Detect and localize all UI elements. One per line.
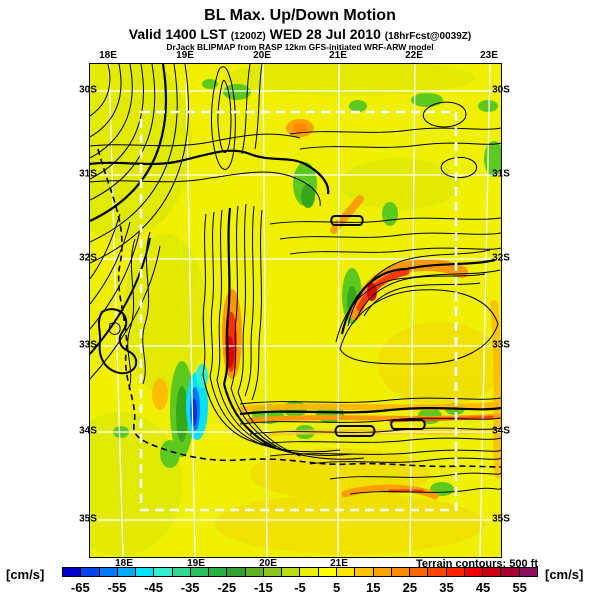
lon-label-top-22E: 22E bbox=[405, 50, 423, 61]
colorbar-cell-2 bbox=[98, 568, 117, 576]
colorbar-tick--35: -35 bbox=[180, 580, 200, 595]
colorbar-cell-5 bbox=[153, 568, 172, 576]
colorbar-cell-1 bbox=[80, 568, 99, 576]
lon-label-top-20E: 20E bbox=[253, 50, 271, 61]
colorbar-unit-left: [cm/s] bbox=[6, 567, 45, 582]
colorbar-unit-right: [cm/s] bbox=[545, 567, 584, 582]
model-domain-box bbox=[139, 110, 458, 512]
lat-label-left-33S: 33S bbox=[79, 339, 97, 351]
lat-label-right-30S: 30S bbox=[492, 84, 510, 96]
valid-zulu: (1200Z) bbox=[230, 31, 266, 42]
lat-label-left-31S: 31S bbox=[79, 168, 97, 180]
colorbar-cell-10 bbox=[244, 568, 263, 576]
map-canvas bbox=[90, 64, 501, 557]
colorbar-cell-14 bbox=[317, 568, 336, 576]
colorbar-cell-16 bbox=[354, 568, 373, 576]
colorbar-tick--15: -15 bbox=[253, 580, 273, 595]
colorbar-cell-9 bbox=[226, 568, 245, 576]
colorbar-tick-5: 5 bbox=[332, 580, 341, 595]
lon-label-top-23E: 23E bbox=[480, 50, 498, 61]
colorbar-cell-18 bbox=[390, 568, 410, 576]
colorbar-cell-11 bbox=[262, 568, 282, 576]
colorbar-cell-15 bbox=[335, 568, 355, 576]
forecast-info: (18hrFcst@0039Z) bbox=[384, 31, 472, 42]
colorbar-cell-22 bbox=[463, 568, 483, 576]
lat-label-right-33S: 33S bbox=[492, 339, 510, 351]
lon-label-bottom-18E: 18E bbox=[115, 558, 133, 569]
lon-label-top-19E: 19E bbox=[176, 50, 194, 61]
colorbar-cell-13 bbox=[299, 568, 318, 576]
colorbar-cell-3 bbox=[116, 568, 136, 576]
lat-label-right-35S: 35S bbox=[492, 513, 510, 525]
colorbar-cell-25 bbox=[518, 568, 537, 576]
colorbar-tick--25: -25 bbox=[217, 580, 237, 595]
forecast-map[interactable] bbox=[89, 63, 502, 558]
lon-label-top-18E: 18E bbox=[99, 50, 117, 61]
colorbar-tick--5: -5 bbox=[294, 580, 306, 595]
colorbar-cell-12 bbox=[281, 568, 300, 576]
colorbar bbox=[62, 567, 538, 577]
lat-label-right-34S: 34S bbox=[492, 425, 510, 437]
colorbar-cell-23 bbox=[482, 568, 501, 576]
colorbar-tick-45: 45 bbox=[475, 580, 491, 595]
colorbar-cell-20 bbox=[427, 568, 446, 576]
colorbar-cell-6 bbox=[171, 568, 190, 576]
colorbar-tick-25: 25 bbox=[402, 580, 418, 595]
model-attribution: DrJack BLIPMAP from RASP 12km GFS-initia… bbox=[166, 42, 434, 52]
colorbar-tick-35: 35 bbox=[439, 580, 454, 595]
page-title: BL Max. Up/Down Motion bbox=[204, 7, 396, 24]
lat-label-right-32S: 32S bbox=[492, 252, 510, 264]
lat-label-left-30S: 30S bbox=[79, 84, 97, 96]
colorbar-tick-55: 55 bbox=[512, 580, 527, 595]
colorbar-cell-4 bbox=[135, 568, 154, 576]
lat-label-right-31S: 31S bbox=[492, 168, 510, 180]
colorbar-cell-17 bbox=[372, 568, 391, 576]
colorbar-tick--65: -65 bbox=[70, 580, 90, 595]
colorbar-cell-8 bbox=[208, 568, 227, 576]
colorbar-cell-24 bbox=[500, 568, 519, 576]
colorbar-tick-15: 15 bbox=[365, 580, 381, 595]
terrain-contours bbox=[90, 64, 501, 495]
colorbar-cell-19 bbox=[409, 568, 428, 576]
lat-label-left-32S: 32S bbox=[79, 252, 97, 264]
lon-label-top-21E: 21E bbox=[329, 50, 347, 61]
colorbar-cell-7 bbox=[189, 568, 209, 576]
lon-label-bottom-20E: 20E bbox=[259, 558, 277, 569]
colorbar-cell-0 bbox=[63, 568, 81, 576]
colorbar-cell-21 bbox=[445, 568, 464, 576]
colorbar-tick--45: -45 bbox=[144, 580, 163, 595]
lon-label-bottom-19E: 19E bbox=[187, 558, 205, 569]
lat-label-left-35S: 35S bbox=[79, 513, 97, 525]
valid-date: WED 28 Jul 2010 bbox=[265, 26, 385, 42]
lat-label-left-34S: 34S bbox=[79, 425, 97, 437]
coastline bbox=[97, 148, 501, 468]
lon-label-bottom-21E: 21E bbox=[330, 558, 348, 569]
colorbar-tick--55: -55 bbox=[107, 580, 127, 595]
valid-prefix: Valid 1400 LST bbox=[128, 26, 231, 42]
valid-time-line: Valid 1400 LST (1200Z) WED 28 Jul 2010 (… bbox=[0, 26, 600, 42]
